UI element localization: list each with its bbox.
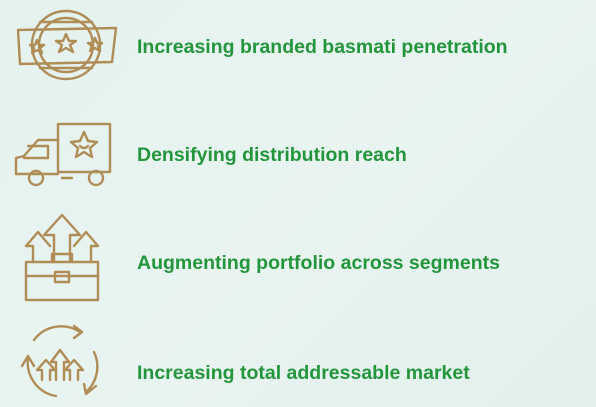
market-icon (20, 324, 99, 398)
item-label: Augmenting portfolio across segments (137, 252, 500, 274)
badge-icon (16, 9, 118, 81)
portfolio-icon (24, 213, 100, 302)
item-label: Densifying distribution reach (137, 144, 407, 166)
truck-icon (14, 122, 112, 187)
item-label: Increasing branded basmati penetration (137, 36, 508, 58)
item-label: Increasing total addressable market (137, 362, 470, 384)
